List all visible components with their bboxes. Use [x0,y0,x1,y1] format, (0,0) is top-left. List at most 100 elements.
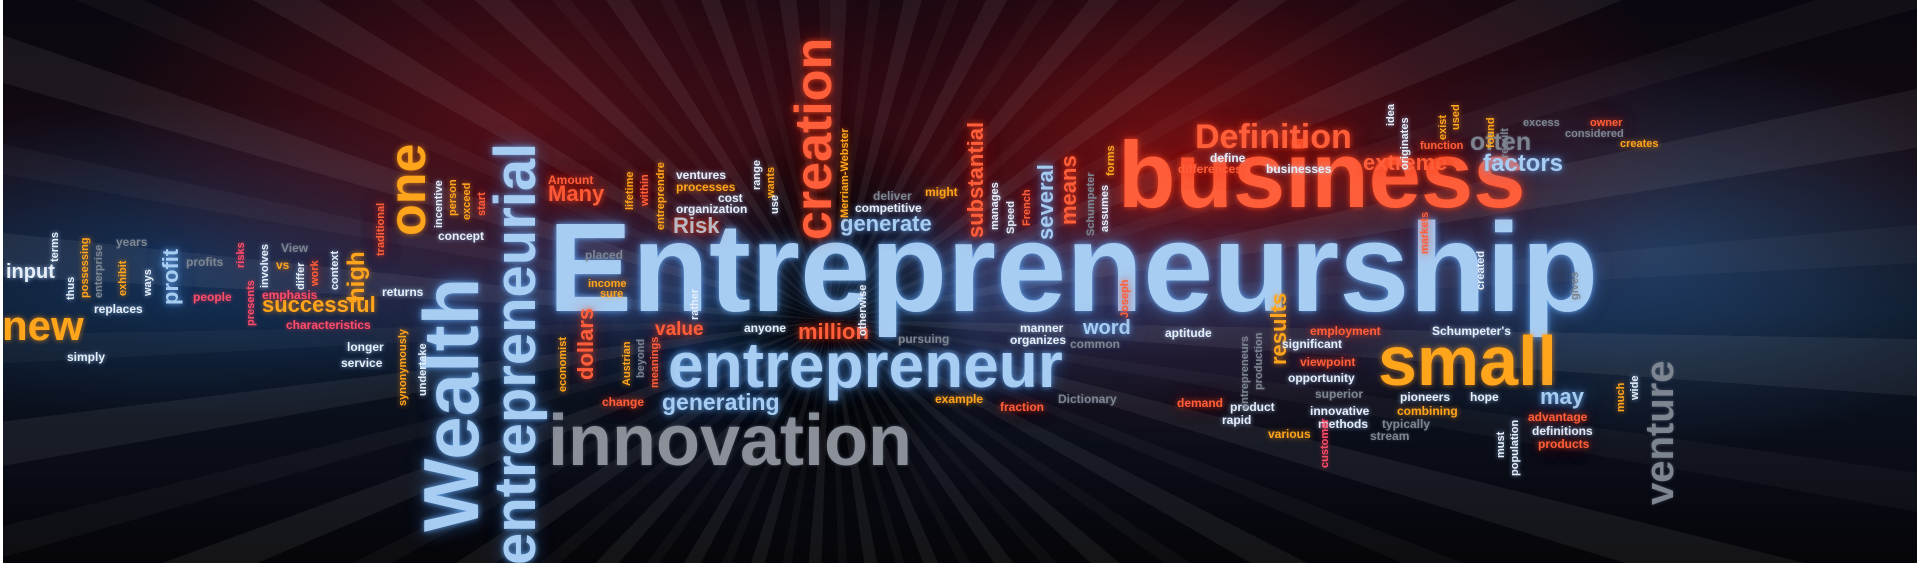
word-business: business [1118,122,1526,227]
word-owner: owner [1590,117,1623,129]
word-meanings: meanings [649,336,661,388]
word-exhibit: exhibit [117,260,129,296]
word-traditional: traditional [375,202,387,256]
word-person: person [447,179,459,216]
word-must: must [1495,431,1507,458]
word-factors: factors [1483,150,1564,177]
word-terms: terms [49,232,61,262]
word-undertake: undertake [417,343,429,396]
word-sure: sure [600,288,624,300]
word-joseph: Joseph [1119,279,1131,318]
word-profits: profits [186,255,224,269]
word-demand: demand [1177,396,1224,410]
word-wide: wide [1629,375,1641,400]
word-originates: originates [1399,117,1411,170]
word-differences: differences [1178,162,1243,176]
word-risks: risks [235,242,247,268]
word-used: used [1450,104,1462,130]
word-new: new [2,302,84,349]
word-context: context [329,250,341,290]
word-rather: rather [689,288,701,320]
word-definition: Definition [1195,118,1352,156]
word-presents: presents [245,280,257,326]
word-entrepreneurs: entrepreneurs [1239,336,1251,410]
word-merriam-webster: Merriam-Webster [839,128,851,218]
word-organizes: organizes [1010,333,1067,347]
word-amount: Amount [548,173,594,187]
word-enterprise: enterprise [93,244,105,298]
word-function: function [1420,140,1464,152]
word-processes: processes [676,180,736,194]
word-aptitude: aptitude [1165,326,1212,340]
word-service: service [341,356,383,370]
word-use: use [769,195,781,214]
word-possessing: possessing [79,237,91,298]
word-view: View [281,241,309,255]
word-result: result [1499,128,1511,158]
word-businesses: businesses [1266,162,1332,176]
word-input: input [6,261,55,283]
word-methods: methods [1318,417,1369,431]
word-entrepreneur: entrepreneur [668,329,1063,401]
word-several: several [1033,164,1058,240]
word-vs: vs [276,258,290,272]
word-many: Many [548,181,605,206]
word-austrian: Austrian [621,341,633,386]
word-substantial: substantial [963,121,988,238]
word-years: years [116,235,148,249]
word-customer: customer [1319,418,1331,468]
word-profit: profit [158,248,183,305]
word-french: French [1021,189,1033,226]
word-organization: organization [676,202,748,216]
word-deliver: deliver [873,189,912,203]
word-synonymously: synonymously [397,328,409,406]
word-population: population [1509,419,1521,476]
word-start: start [476,192,488,216]
word-speed: Speed [1005,200,1017,234]
word-one: one [379,143,437,236]
word-word: word [1083,317,1131,339]
word-differ: differ [295,262,307,291]
word-exist: exist [1437,114,1449,140]
word-superior: superior [1315,387,1364,401]
word-might: might [925,185,958,199]
word-range: range [751,160,763,190]
word-may: may [1540,384,1585,409]
word-characteristics: characteristics [286,318,371,332]
word-manner: manner [1020,321,1064,335]
word-advantage: advantage [1528,410,1588,424]
word-competitive: competitive [855,201,922,215]
word-longer: longer [347,340,384,354]
word-generating: generating [662,389,780,415]
word-assumes: assumes [1099,184,1111,232]
word-considered: considered [1565,128,1624,140]
word-value: value [655,319,704,340]
word-anyone: anyone [744,321,787,335]
word-emphasis: emphasis [262,288,318,302]
word-manages: manages [989,182,1001,230]
word-innovation: innovation [548,401,912,481]
word-excess: excess [1523,117,1560,129]
word-economist: economist [557,336,569,392]
word-risk: Risk [673,213,720,238]
word-products: products [1538,437,1590,451]
word-involves: involves [259,243,271,288]
word-replaces: replaces [94,302,143,316]
word-beyond: beyond [635,338,647,378]
word-significant: significant [1282,337,1343,351]
word-small: small [1378,322,1557,400]
word-viewpoint: viewpoint [1300,355,1356,369]
word-forms: forms [1105,145,1117,176]
word-ways: ways [142,269,154,296]
word-hope: hope [1470,390,1499,404]
word-concept: concept [438,229,485,243]
word-schumpeter: Schumpeter [1085,172,1097,236]
word-schumpeters: Schumpeter's [1432,324,1511,338]
word-change: change [602,395,645,409]
word-employment: employment [1310,324,1381,338]
word-wealth: Wealth [407,277,495,532]
word-simply: simply [67,350,106,364]
word-high: high [343,251,370,302]
word-income: income [588,278,627,290]
